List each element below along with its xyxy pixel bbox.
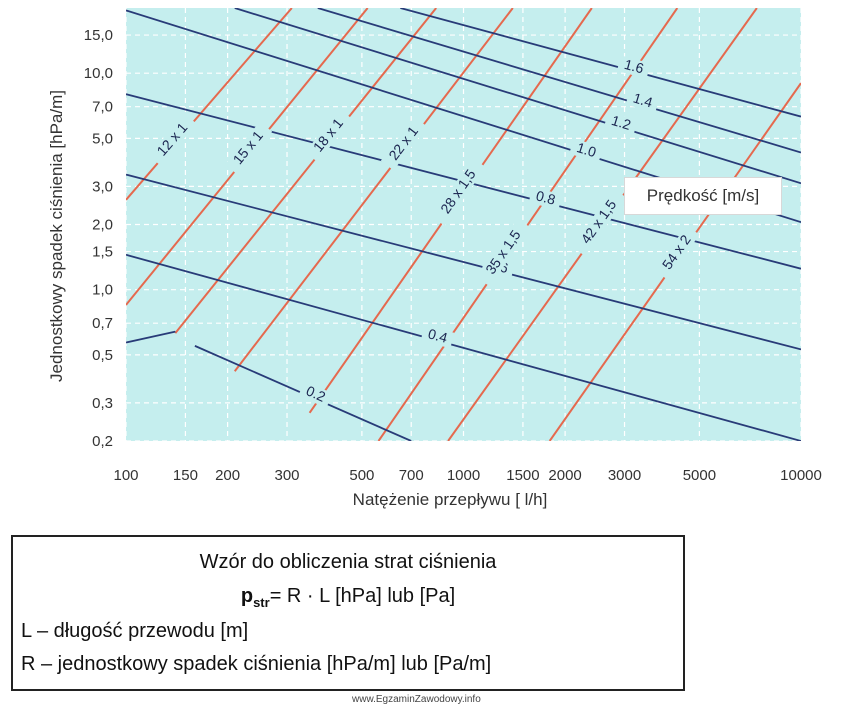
definition-l: L – długość przewodu [m] [21,620,249,642]
formula-title: Wzór do obliczenia strat ciśnienia [199,551,497,573]
y-tick-label: 5,0 [92,130,113,147]
formula-subscript: str [253,595,270,610]
velocity-line [317,8,801,154]
velocity-label: 0.8 [528,186,563,211]
velocity-line [126,253,801,441]
x-tick-label: 100 [113,467,138,484]
x-axis-ticks: 100 150 200 300 500 700 1000 1500 2000 3000 5000 10… [113,467,821,484]
x-tick-label: 1000 [447,467,480,484]
pipe-line [233,8,514,372]
y-tick-label: 1,5 [92,244,113,261]
y-tick-label: 3,0 [92,178,113,195]
velocity-label: 1.2 [604,111,638,136]
formula-equation: pstr= R · L [hPa] lub [Pa] [13,585,683,610]
x-tick-label: 150 [173,467,198,484]
y-axis-ticks: 0,2 0,3 0,5 0,7 1,0 1,5 2,0 3,0 5,0 7,0 10,0 15,0 [84,27,113,450]
pipe-line [126,8,293,201]
y-tick-label: 0,7 [92,315,113,332]
y-tick-label: 0,3 [92,395,113,412]
x-tick-label: 700 [399,467,424,484]
velocity-label: 1.4 [625,88,660,114]
y-tick-label: 15,0 [84,27,113,44]
x-tick-label: 3000 [608,467,641,484]
pipe-line [174,8,437,334]
velocity-line [400,8,801,118]
svg-text:0.8: 0.8 [534,187,557,207]
svg-text:0.2: 0.2 [304,382,328,405]
formula-symbol: p [240,585,254,607]
velocity-legend: Prędkość [m/s] [624,177,782,215]
formula-equation-text: = R · L [hPa] lub [Pa] [269,585,456,607]
x-tick-label: 200 [215,467,240,484]
x-tick-label: 300 [275,467,300,484]
x-tick-label: 2000 [548,467,581,484]
velocity-label: 1.0 [569,138,604,163]
chart: 0.20.40.60.81.01.21.41.612 x 115 x 118 x… [47,8,822,509]
velocity-line [126,173,801,351]
velocity-label: 0.4 [420,324,455,349]
x-tick-label: 10000 [780,467,822,484]
definition-r: R – jednostkowy spadek ciśnienia [hPa/m]… [21,653,492,675]
y-tick-label: 7,0 [92,99,113,116]
x-tick-label: 5000 [683,467,716,484]
y-axis-title: Jednostkowy spadek ciśnienia [hPa/m] [47,90,66,382]
pipe-line [377,8,679,441]
y-tick-label: 1,0 [92,282,113,299]
x-tick-label: 500 [349,467,374,484]
velocity-legend-label: Prędkość [m/s] [646,186,760,205]
svg-text:0.4: 0.4 [426,325,449,346]
svg-text:1.0: 1.0 [575,139,599,160]
svg-text:1.6: 1.6 [623,56,646,77]
x-axis-title: Natężenie przepływu [ l/h] [353,490,548,509]
y-tick-label: 0,2 [92,433,113,450]
velocity-line [234,8,801,185]
velocity-label: 1.6 [616,55,651,79]
svg-text:1.2: 1.2 [610,112,634,133]
x-tick-label: 1500 [506,467,539,484]
y-tick-label: 2,0 [92,217,113,234]
watermark: www.EgzaminZawodowy.info [352,694,481,705]
formula-box: Wzór do obliczenia strat ciśnienia pstr=… [11,535,685,691]
svg-text:1.4: 1.4 [631,90,654,111]
y-tick-label: 10,0 [84,65,113,82]
velocity-label: 0.2 [298,381,333,409]
velocity-line [126,330,176,344]
y-tick-label: 0,5 [92,347,113,364]
